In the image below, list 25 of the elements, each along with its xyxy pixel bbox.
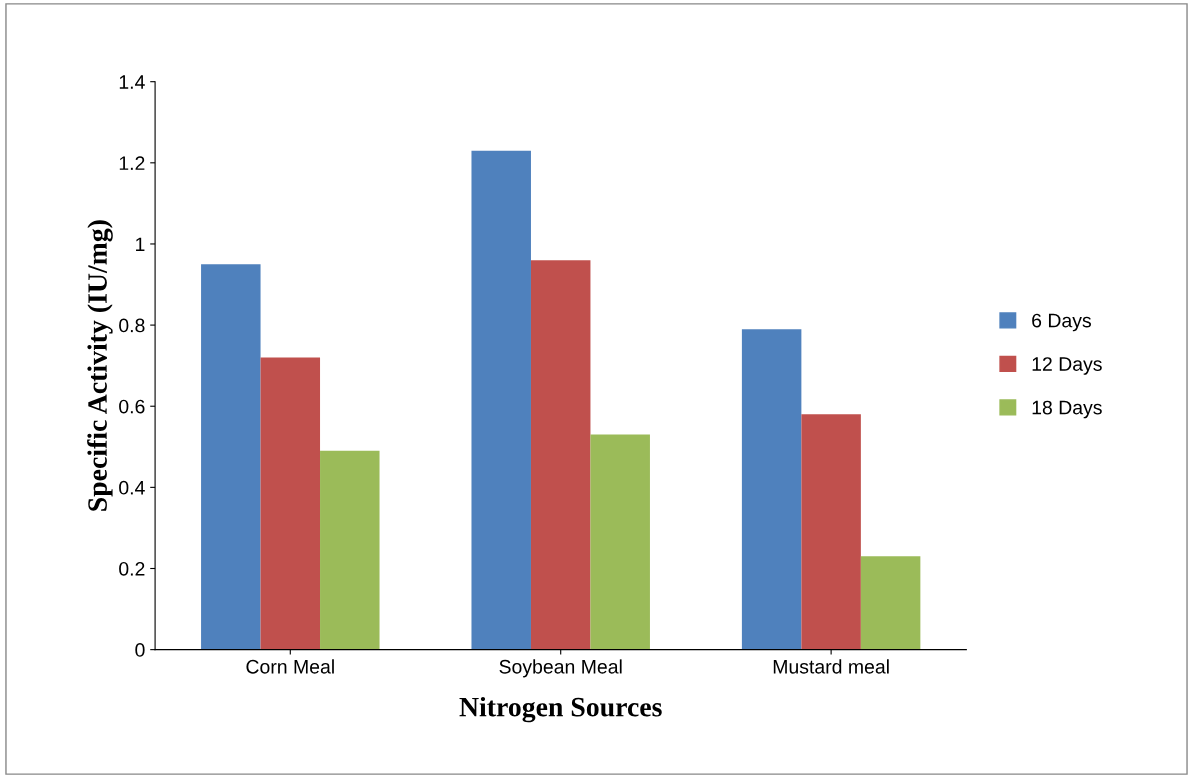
x-axis-title: Nitrogen Sources: [459, 696, 662, 723]
y-tick-label: 0.4: [119, 480, 145, 495]
x-tick-label: Soybean Meal: [499, 659, 622, 678]
y-tick-label: 0: [135, 643, 145, 657]
y-tick-label: 0.2: [119, 561, 145, 576]
y-tick-label: 1.2: [119, 156, 145, 170]
legend-label: 12 Days: [1032, 357, 1102, 375]
y-tick-label: 1.4: [119, 75, 145, 89]
bar: [260, 357, 321, 650]
y-tick-label: 1: [136, 237, 145, 251]
legend-label: 6 Days: [1032, 313, 1091, 332]
bar: [801, 414, 861, 650]
y-tick-label: 0.8: [119, 318, 145, 333]
y-axis-title: Specific Activity (IU/mg): [87, 220, 113, 511]
x-tick-label: Corn Meal: [246, 659, 334, 674]
x-tick-label: Mustard meal: [773, 659, 889, 674]
bar: [471, 150, 531, 650]
bar: [741, 329, 802, 650]
bar: [590, 434, 650, 650]
bar: [201, 264, 261, 650]
bar: [530, 260, 591, 650]
y-tick-label: 0.6: [119, 399, 145, 414]
bar: [320, 450, 380, 650]
legend-label: 18 Days: [1032, 400, 1102, 419]
bar: [860, 556, 921, 650]
